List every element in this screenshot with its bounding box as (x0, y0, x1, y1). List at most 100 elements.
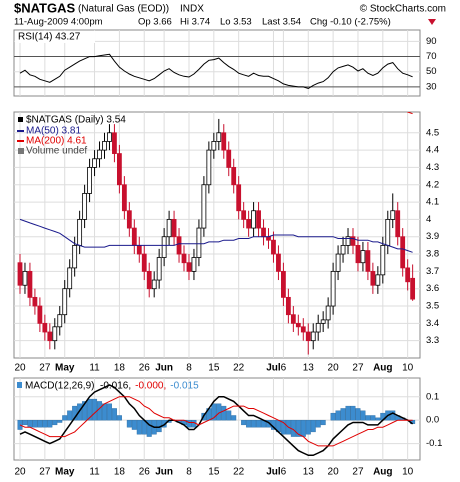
candle-body (281, 270, 286, 298)
histogram-bar (251, 419, 257, 428)
candle-body (32, 296, 38, 307)
candle-body (325, 305, 331, 321)
candle-body (47, 331, 53, 342)
candle-body (221, 132, 227, 151)
x-tick-label: 20 (328, 363, 340, 374)
candle-body (380, 244, 386, 276)
x-tick-label: 22 (233, 363, 245, 374)
candle-body (310, 331, 316, 342)
candle-body (181, 253, 187, 264)
histogram-bar (32, 419, 38, 428)
x-tick-label: Aug (373, 363, 392, 374)
y-tick-label: 90 (426, 36, 437, 47)
candle-body (340, 244, 346, 255)
histogram-bar (111, 408, 117, 421)
y-tick-label: -0.1 (426, 438, 442, 449)
x-tick-label: 26 (139, 467, 151, 478)
candle-body (77, 219, 83, 246)
histogram-bar (256, 419, 262, 428)
candle-body (72, 244, 78, 269)
candle-body (385, 219, 391, 246)
x-tick-label: May (55, 467, 75, 478)
legend: Volume undef (26, 146, 87, 157)
histogram-bar (370, 415, 376, 421)
legend: MACD(12,26,9) (25, 381, 94, 392)
x-tick-label: 6 (281, 467, 287, 478)
legend: RSI(14) 43.27 (18, 32, 81, 43)
line (19, 53, 413, 89)
candle-body (350, 236, 356, 246)
exchange: INDX (180, 4, 204, 15)
candle-body (266, 236, 271, 241)
x-tick-label: 18 (114, 363, 126, 374)
candle-body (231, 167, 237, 186)
x-tick-label: 10 (402, 467, 414, 478)
histogram-bar (17, 419, 23, 430)
candle-body (201, 184, 207, 229)
histogram-bar (62, 415, 68, 421)
candle-body (305, 331, 311, 342)
histogram-bar (340, 408, 346, 421)
change: Chg -0.10 (-2.75%) (310, 17, 391, 28)
low: Lo 3.53 (220, 17, 252, 28)
down-arrow (428, 19, 436, 25)
x-tick-label: 27 (39, 467, 51, 478)
x-tick-label: Jul (266, 467, 281, 478)
candle-body (241, 210, 247, 220)
histogram-bar (97, 401, 103, 421)
histogram-bar (72, 405, 78, 421)
histogram-bar (136, 419, 142, 435)
candle-body (136, 244, 142, 255)
candle-body (300, 326, 306, 333)
candle-body (62, 288, 68, 316)
histogram-bar (295, 419, 301, 437)
candle-body (156, 257, 162, 281)
credit: © StockCharts.com (360, 4, 446, 15)
x-tick-label: 11 (89, 363, 100, 374)
candle-body (102, 141, 107, 151)
date: 11-Aug-2009 4:00pm (14, 17, 103, 28)
y-tick-label: 4.2 (426, 179, 439, 190)
candle-body (67, 267, 73, 290)
candle-body (92, 158, 97, 168)
y-tick-label: 50 (426, 66, 437, 77)
high: Hi 3.74 (180, 17, 210, 28)
legend-bg (15, 31, 95, 43)
y-tick-label: 3.6 (426, 283, 439, 294)
candle-body (151, 279, 157, 290)
candle-body (390, 210, 396, 220)
candle-body (405, 267, 411, 283)
histogram-bar (57, 419, 63, 423)
x-tick-label: Aug (373, 467, 392, 478)
candle-body (320, 319, 326, 324)
histogram-bar (211, 403, 217, 421)
x-tick-label: 13 (303, 363, 315, 374)
legend: $NATGAS (Daily) 3.54 (26, 115, 126, 126)
candle-body (52, 326, 58, 342)
candle-body (206, 149, 212, 186)
candle-body (290, 314, 296, 324)
candle-body (256, 210, 261, 229)
x-tick-label: 15 (208, 467, 220, 478)
candle-body (141, 253, 147, 272)
y-tick-label: 3.7 (426, 266, 439, 277)
candle-body (345, 236, 351, 246)
line (19, 396, 413, 447)
y-tick-label: 4.1 (426, 197, 439, 208)
x-tick-label: 18 (114, 467, 126, 478)
x-tick-label: 6 (281, 363, 287, 374)
legend: MA(50) 3.81 (26, 126, 81, 137)
candle-body (17, 262, 23, 286)
candle-body (236, 184, 242, 212)
candle-body (121, 184, 127, 212)
histogram-bar (126, 419, 132, 428)
candle-body (117, 153, 122, 186)
candle-body (146, 270, 152, 290)
histogram-bar (221, 405, 227, 421)
y-tick-label: 3.3 (426, 335, 439, 346)
x-tick-label: 20 (14, 467, 26, 478)
histogram-bar (131, 419, 137, 430)
instrument-name: (Natural Gas (EOD)) (78, 4, 169, 15)
candle-body (375, 274, 381, 286)
